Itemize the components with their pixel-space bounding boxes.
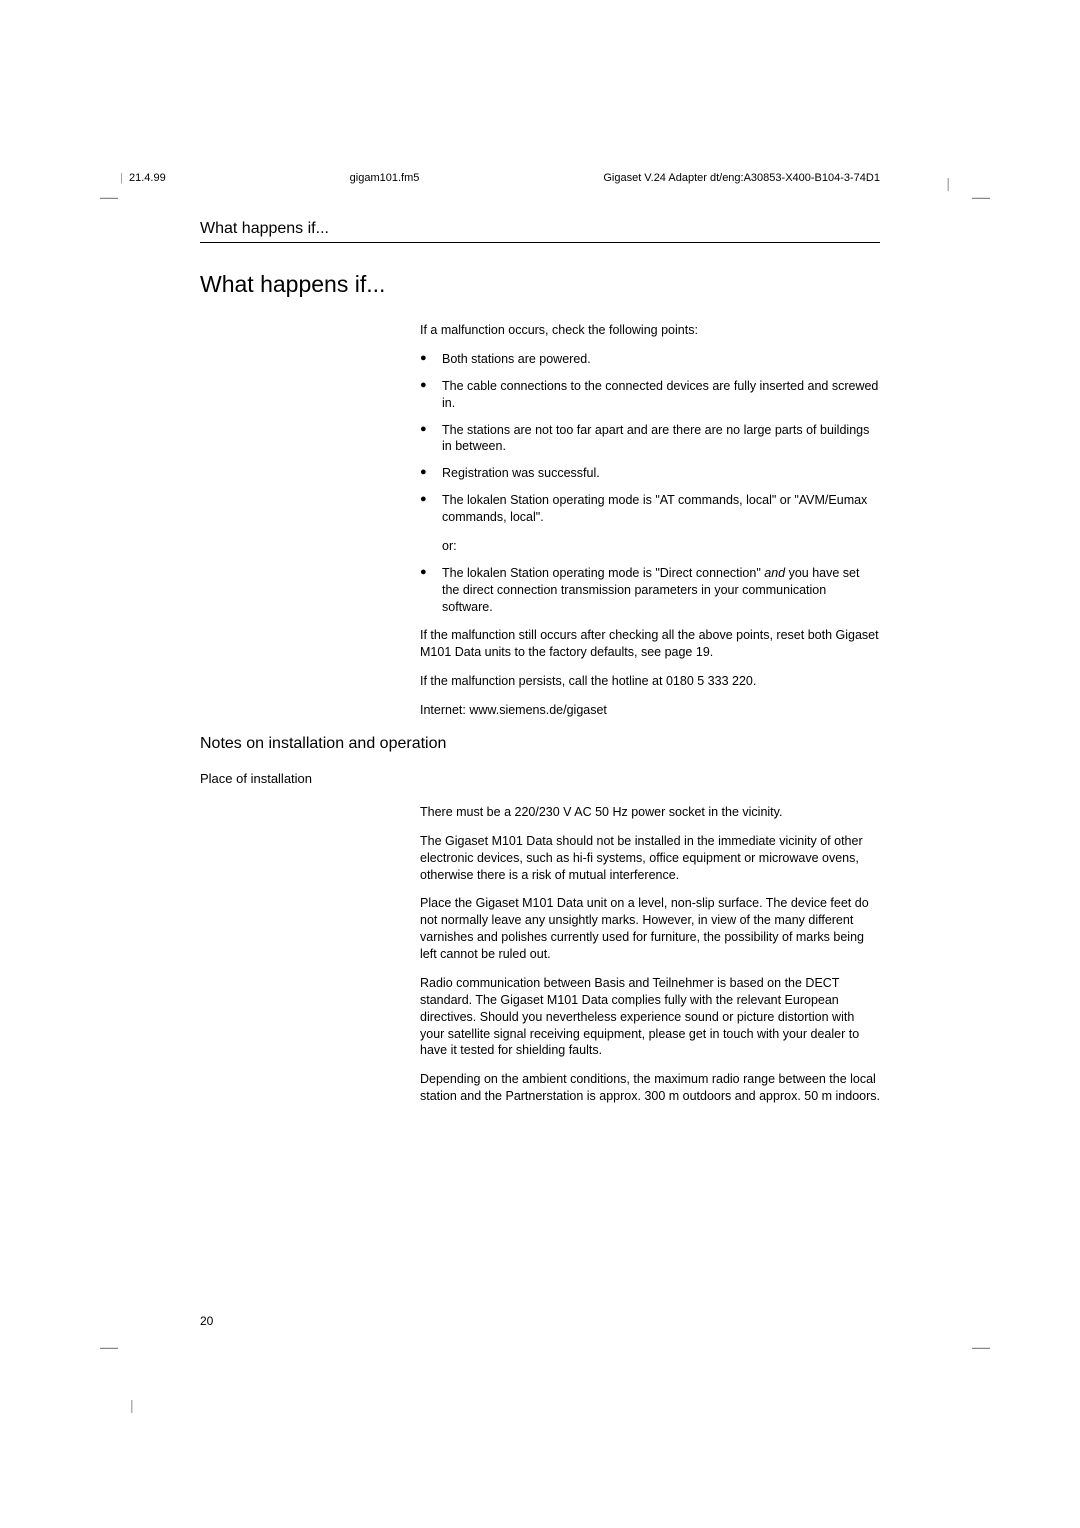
- install-para: Depending on the ambient conditions, the…: [420, 1071, 880, 1105]
- install-para: Radio communication between Basis and Te…: [420, 975, 880, 1059]
- list-item: The cable connections to the connected d…: [420, 378, 880, 412]
- install-para: There must be a 220/230 V AC 50 Hz power…: [420, 804, 880, 821]
- page-body: What happens if... What happens if... If…: [0, 0, 1080, 1528]
- heading-1: What happens if...: [200, 271, 880, 298]
- after-para-1: If the malfunction still occurs after ch…: [420, 627, 880, 661]
- checklist: Both stations are powered. The cable con…: [420, 351, 880, 526]
- list-item: Both stations are powered.: [420, 351, 880, 368]
- body-column-2: There must be a 220/230 V AC 50 Hz power…: [420, 804, 880, 1105]
- header-rule: [200, 242, 880, 243]
- bullet-text-prefix: The lokalen Station operating mode is "D…: [442, 566, 764, 580]
- install-para: The Gigaset M101 Data should not be inst…: [420, 833, 880, 884]
- intro-para: If a malfunction occurs, check the follo…: [420, 322, 880, 339]
- after-para-3: Internet: www.siemens.de/gigaset: [420, 702, 880, 719]
- page-number: 20: [200, 1314, 213, 1328]
- checklist-2: The lokalen Station operating mode is "D…: [420, 565, 880, 616]
- or-label: or:: [420, 538, 880, 555]
- body-column-1: If a malfunction occurs, check the follo…: [420, 322, 880, 719]
- list-item: The stations are not too far apart and a…: [420, 422, 880, 456]
- list-item: The lokalen Station operating mode is "D…: [420, 565, 880, 616]
- heading-3: Place of installation: [200, 771, 880, 786]
- running-head: What happens if...: [200, 220, 880, 238]
- install-para: Place the Gigaset M101 Data unit on a le…: [420, 895, 880, 963]
- heading-2: Notes on installation and operation: [200, 735, 880, 753]
- after-para-2: If the malfunction persists, call the ho…: [420, 673, 880, 690]
- list-item: Registration was successful.: [420, 465, 880, 482]
- bullet-text-italic: and: [764, 566, 785, 580]
- list-item: The lokalen Station operating mode is "A…: [420, 492, 880, 526]
